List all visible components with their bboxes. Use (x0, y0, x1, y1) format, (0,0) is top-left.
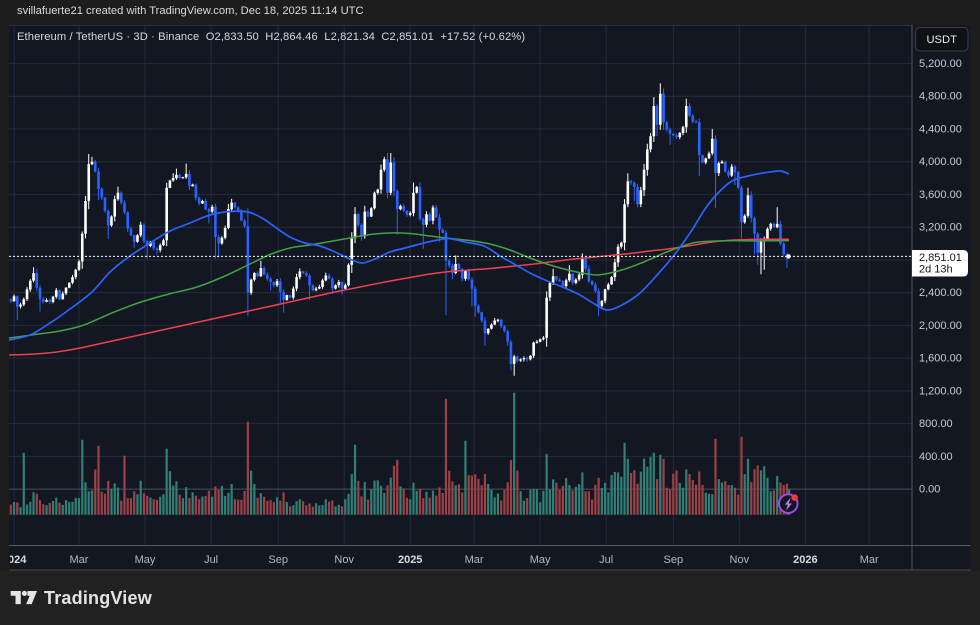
svg-text:May: May (135, 554, 156, 566)
svg-text:Nov: Nov (730, 554, 750, 566)
svg-text:4,000.00: 4,000.00 (919, 156, 962, 168)
svg-text:Mar: Mar (465, 554, 484, 566)
svg-text:2026: 2026 (793, 554, 817, 566)
svg-text:1,200.00: 1,200.00 (919, 385, 962, 397)
svg-text:2,000.00: 2,000.00 (919, 320, 962, 332)
svg-text:Nov: Nov (334, 554, 354, 566)
svg-text:Mar: Mar (860, 554, 879, 566)
svg-text:3,200.00: 3,200.00 (919, 222, 962, 234)
svg-text:2,851.01: 2,851.01 (919, 252, 962, 264)
svg-text:1,600.00: 1,600.00 (919, 353, 962, 365)
svg-text:Sep: Sep (268, 554, 288, 566)
svg-text:0.00: 0.00 (919, 484, 940, 496)
svg-text:2d 13h: 2d 13h (919, 264, 953, 276)
svg-text:400.00: 400.00 (919, 451, 953, 463)
svg-text:2,400.00: 2,400.00 (919, 287, 962, 299)
svg-text:2025: 2025 (398, 554, 422, 566)
svg-text:800.00: 800.00 (919, 418, 953, 430)
svg-text:3,600.00: 3,600.00 (919, 189, 962, 201)
svg-text:Jul: Jul (204, 554, 218, 566)
svg-text:Jul: Jul (599, 554, 613, 566)
svg-text:5,200.00: 5,200.00 (919, 58, 962, 70)
svg-text:Sep: Sep (664, 554, 684, 566)
svg-text:May: May (530, 554, 551, 566)
svg-text:2024: 2024 (2, 554, 27, 566)
svg-text:4,800.00: 4,800.00 (919, 91, 962, 103)
svg-text:USDT: USDT (926, 34, 957, 46)
svg-text:4,400.00: 4,400.00 (919, 123, 962, 135)
svg-text:Mar: Mar (70, 554, 89, 566)
